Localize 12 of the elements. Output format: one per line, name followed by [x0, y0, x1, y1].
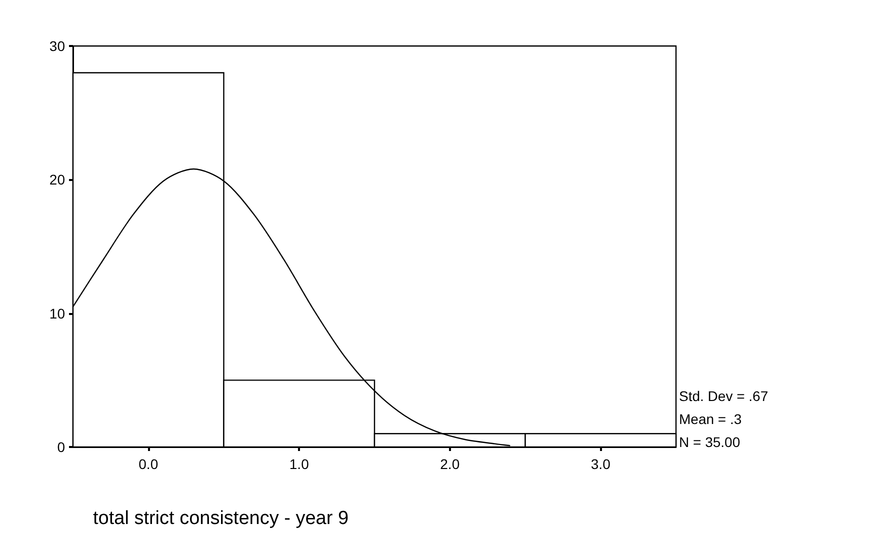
x-tick-label: 1.0: [289, 456, 310, 472]
y-tick-label: 0: [57, 439, 66, 455]
x-tick-label: 3.0: [590, 456, 611, 472]
x-tick-label: 0.0: [138, 456, 158, 472]
y-tick-label: 10: [49, 305, 66, 322]
text: N = 35.00: [679, 434, 740, 450]
y-tick-label: 30: [49, 38, 66, 54]
text: Std. Dev = .67: [679, 388, 768, 404]
text: Mean = .3: [679, 411, 742, 427]
y-tick-label: 20: [49, 172, 66, 188]
x-axis-title: total strict consistency - year 9: [93, 508, 349, 529]
x-tick-label: 2.0: [440, 456, 460, 472]
